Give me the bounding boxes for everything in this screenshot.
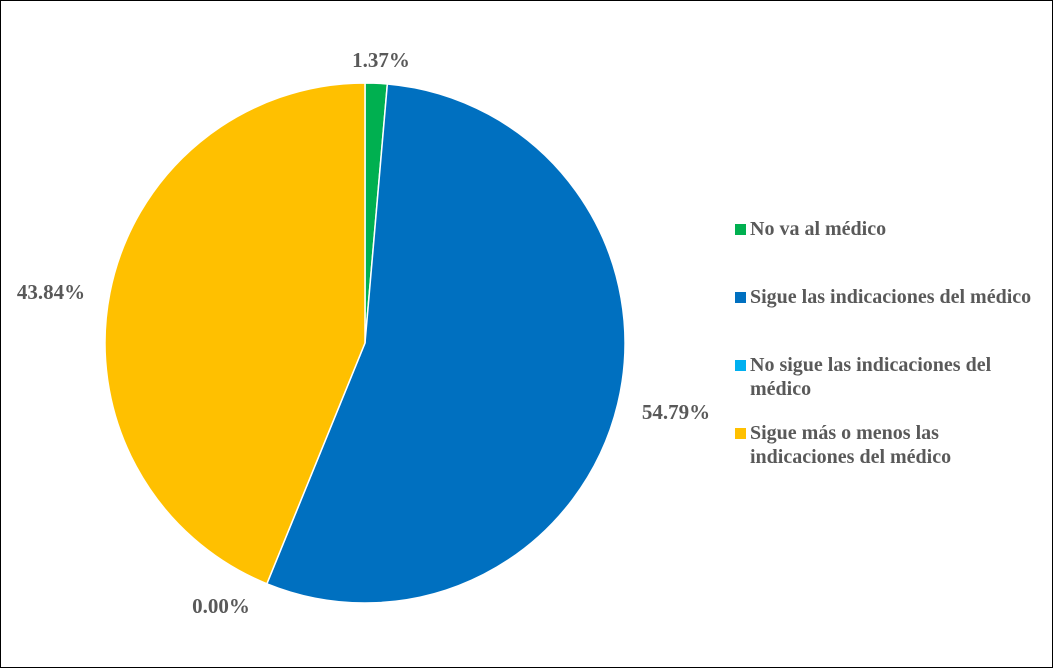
- legend-label: Sigue las indicaciones del médico: [750, 286, 1032, 308]
- legend-item-sigue: Sigue las indicaciones del médico: [735, 285, 1045, 309]
- data-label-no-sigue: 0.00%: [192, 594, 250, 618]
- data-label-sigue: 54.79%: [642, 400, 710, 424]
- legend-swatch-blue: [735, 292, 746, 303]
- legend-swatch-light-blue: [735, 360, 746, 371]
- legend-item-mas-o-menos: Sigue más o menos las indicaciones del m…: [735, 421, 1045, 469]
- legend-swatch-green: [735, 224, 746, 235]
- legend-item-no-sigue: No sigue las indicaciones del médico: [735, 353, 1045, 401]
- pie-slice-mas-o-menos: [104, 82, 366, 585]
- legend-swatch-yellow: [735, 428, 746, 439]
- data-label-no-va: 1.37%: [352, 48, 410, 72]
- legend-label: Sigue más o menos las indicaciones del m…: [750, 422, 952, 468]
- legend-item-no-va: No va al médico: [735, 217, 1045, 241]
- legend-label: No va al médico: [750, 218, 887, 240]
- data-label-mas-o-menos: 43.84%: [17, 280, 85, 304]
- pie-slice-sigue: [265, 83, 626, 604]
- legend-label: No sigue las indicaciones del médico: [750, 354, 992, 400]
